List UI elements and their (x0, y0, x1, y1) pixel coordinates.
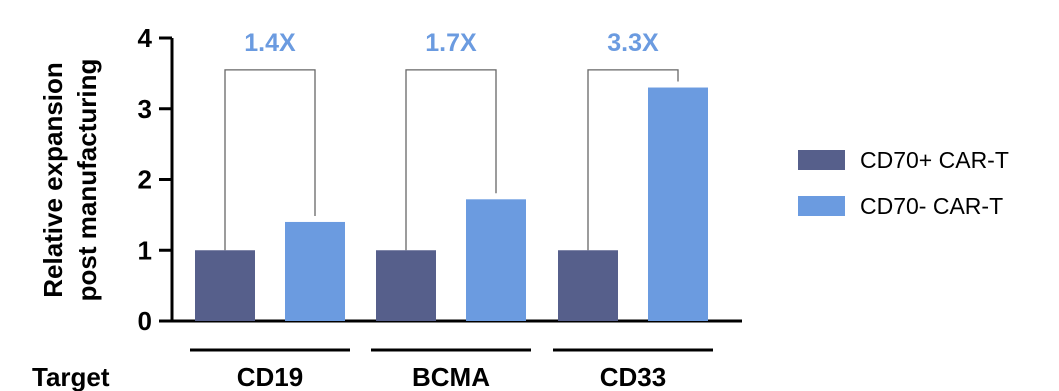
y-tick-label: 3 (138, 94, 152, 124)
comparison-bracket (587, 69, 679, 251)
fold-change-label: 1.4X (244, 29, 296, 57)
y-tick-label: 1 (138, 235, 152, 265)
fold-change-label: 3.3X (607, 29, 659, 57)
y-tick-label: 2 (138, 165, 152, 195)
bar-cd70-pos (195, 250, 255, 321)
bars (195, 87, 708, 322)
x-axis-label: Target (32, 362, 110, 391)
y-ticks: 0 1 2 3 4 (138, 23, 172, 336)
x-tick-labels: CD19 BCMA CD33 (237, 362, 666, 391)
x-tick-label: CD33 (600, 362, 666, 391)
legend-label-cd70-pos: CD70+ CAR-T (860, 147, 1009, 173)
bar-cd70-neg (648, 87, 708, 322)
comparison-bracket (405, 69, 497, 251)
comparison-brackets (224, 69, 679, 251)
fold-change-label: 1.7X (425, 29, 477, 57)
x-tick-label: CD19 (237, 362, 303, 391)
legend-label-cd70-neg: CD70- CAR-T (860, 193, 1003, 219)
fold-change-labels: 1.4X 1.7X 3.3X (244, 29, 659, 57)
comparison-bracket (224, 69, 316, 251)
y-axis-label-line-1: Relative expansion (38, 62, 68, 298)
x-tick-label: BCMA (412, 362, 490, 391)
y-axis-label-line-2: post manufacturing (72, 59, 102, 302)
bar-cd70-pos (558, 250, 618, 321)
legend-swatch-cd70-pos (798, 150, 845, 170)
y-tick-label: 4 (138, 23, 153, 53)
bar-cd70-neg (466, 199, 526, 321)
bar-cd70-neg (285, 221, 345, 321)
legend-swatch-cd70-neg (798, 196, 845, 216)
y-tick-label: 0 (138, 306, 152, 336)
bar-cd70-pos (376, 250, 436, 321)
legend: CD70+ CAR-T CD70- CAR-T (798, 147, 1009, 219)
